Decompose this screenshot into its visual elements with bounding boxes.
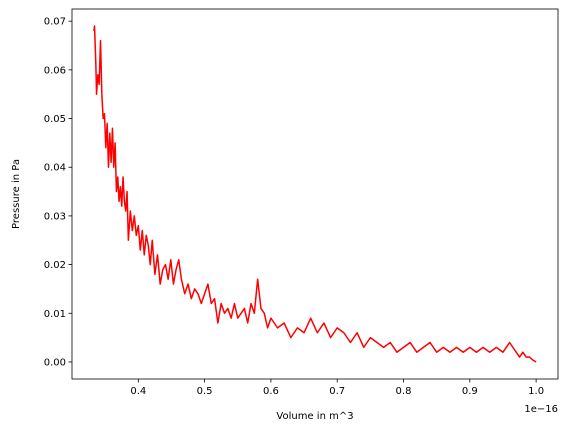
axes-frame	[71, 8, 559, 380]
y-axis-label: Pressure in Pa	[11, 159, 22, 229]
x-tick-label: 0.6	[263, 386, 279, 397]
y-axis-ticks: 0.00 0.01 0.02 0.03 0.04 0.05 0.06 0.07	[44, 17, 72, 368]
y-tick-label: 0.07	[44, 17, 66, 28]
series-line-0	[93, 25, 537, 363]
x-tick-label: 1.0	[528, 386, 544, 397]
y-tick-label: 0.05	[44, 114, 66, 125]
x-axis-ticks: 0.4 0.5 0.6 0.7 0.8 0.9 1.0	[130, 379, 544, 397]
x-tick-label: 0.9	[462, 386, 478, 397]
plot-layer	[93, 25, 537, 363]
x-axis-label: Volume in m^3	[276, 411, 353, 422]
y-tick-label: 0.06	[44, 65, 66, 76]
y-tick-label: 0.04	[44, 163, 66, 174]
x-tick-label: 0.8	[396, 386, 412, 397]
y-tick-label: 0.03	[44, 211, 66, 222]
x-tick-label: 0.4	[130, 386, 146, 397]
y-tick-label: 0.01	[44, 309, 66, 320]
x-axis-offset-label: 1e−16	[524, 404, 558, 415]
y-tick-label: 0.02	[44, 260, 66, 271]
x-tick-label: 0.5	[197, 386, 213, 397]
x-tick-label: 0.7	[329, 386, 345, 397]
y-tick-label: 0.00	[44, 357, 66, 368]
